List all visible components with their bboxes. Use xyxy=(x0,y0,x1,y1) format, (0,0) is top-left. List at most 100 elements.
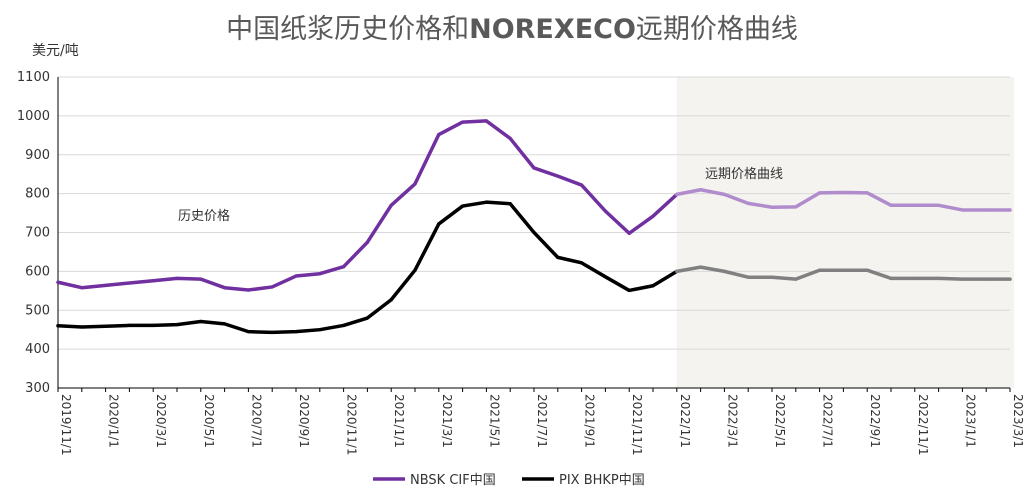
data-point-pix xyxy=(984,277,988,281)
data-point-nbsk xyxy=(865,191,869,195)
x-tick-label: 2020/3/1 xyxy=(154,394,168,448)
data-point-nbsk xyxy=(413,182,417,186)
y-tick-label: 300 xyxy=(25,381,50,396)
data-point-pix xyxy=(389,298,393,302)
x-tick-label: 2022/3/1 xyxy=(725,394,739,448)
data-point-pix xyxy=(80,325,84,329)
data-point-pix xyxy=(461,204,465,208)
data-point-pix xyxy=(746,275,750,279)
gridlines xyxy=(57,76,1010,389)
y-tick-label: 1100 xyxy=(17,70,50,85)
data-point-nbsk xyxy=(104,283,108,287)
data-point-nbsk xyxy=(318,272,322,276)
data-point-nbsk xyxy=(389,203,393,207)
data-point-pix xyxy=(794,277,798,281)
y-axis-ticks: 300 400 500 600 700 800 900 1000 1100 xyxy=(17,70,50,396)
x-tick-label: 2020/7/1 xyxy=(249,394,263,448)
data-point-pix xyxy=(175,323,179,327)
x-tick-label: 2021/3/1 xyxy=(440,394,454,448)
data-point-nbsk xyxy=(556,174,560,178)
data-point-pix xyxy=(960,277,965,281)
data-point-pix xyxy=(532,230,536,235)
legend: NBSK CIF中国 PIX BHKP中国 xyxy=(373,473,645,488)
data-point-pix xyxy=(627,288,631,293)
legend-label-pix: PIX BHKP中国 xyxy=(559,473,645,488)
data-point-nbsk xyxy=(175,276,179,280)
data-point-pix xyxy=(246,330,250,334)
forward-annotation: 远期价格曲线 xyxy=(705,166,783,182)
series-lines xyxy=(56,119,1012,335)
data-point-pix xyxy=(294,330,298,334)
data-point-nbsk xyxy=(889,203,893,207)
data-point-pix xyxy=(580,261,584,265)
data-point-nbsk xyxy=(627,231,631,235)
chart-title: 中国纸浆历史价格和NOREXECO远期价格曲线 xyxy=(226,14,798,45)
data-point-nbsk xyxy=(80,286,84,290)
data-point-nbsk xyxy=(342,265,346,269)
x-tick-label: 2023/3/1 xyxy=(1011,394,1024,448)
data-point-nbsk xyxy=(794,205,798,209)
data-point-nbsk xyxy=(1008,208,1012,212)
data-point-pix xyxy=(913,276,917,280)
x-tick-label: 2022/9/1 xyxy=(868,394,882,448)
y-tick-label: 1000 xyxy=(17,109,50,124)
x-tick-label: 2019/11/1 xyxy=(59,394,73,456)
data-point-pix xyxy=(937,276,941,280)
data-point-pix xyxy=(865,268,869,272)
data-point-nbsk xyxy=(699,188,703,192)
data-point-pix xyxy=(556,255,560,259)
data-point-nbsk xyxy=(532,166,536,170)
data-point-nbsk xyxy=(984,208,988,212)
data-point-nbsk xyxy=(675,192,679,197)
data-point-pix xyxy=(770,275,774,279)
data-point-pix xyxy=(223,322,227,326)
data-point-pix xyxy=(151,323,155,328)
data-point-nbsk xyxy=(937,203,941,207)
x-tick-label: 2022/7/1 xyxy=(821,394,835,448)
data-point-nbsk xyxy=(270,285,274,289)
data-point-nbsk xyxy=(960,208,965,212)
y-tick-label: 900 xyxy=(25,148,50,163)
data-point-pix xyxy=(1008,277,1012,281)
data-point-pix xyxy=(318,328,322,332)
y-tick-label: 500 xyxy=(25,303,50,318)
x-tick-label: 2022/11/1 xyxy=(916,394,930,456)
data-point-pix xyxy=(508,202,512,206)
y-tick-label: 700 xyxy=(25,226,50,241)
x-tick-label: 2022/5/1 xyxy=(773,394,787,448)
data-point-pix xyxy=(199,319,203,324)
data-point-nbsk xyxy=(746,201,750,205)
x-axis: 2019/11/1 2020/1/1 2020/3/1 2020/5/1 2020/7/… xyxy=(57,388,1024,456)
data-point-pix xyxy=(104,324,108,328)
data-point-nbsk xyxy=(651,214,655,218)
x-tick-label: 2021/11/1 xyxy=(630,394,644,456)
data-point-nbsk xyxy=(151,279,155,283)
y-tick-label: 400 xyxy=(25,342,50,357)
data-point-nbsk xyxy=(199,277,203,281)
data-point-pix xyxy=(342,323,346,328)
data-point-pix xyxy=(365,316,369,320)
x-tick-label: 2020/5/1 xyxy=(202,394,216,448)
data-point-pix xyxy=(651,284,655,288)
data-point-nbsk xyxy=(722,192,727,197)
data-point-pix xyxy=(413,268,417,272)
data-point-nbsk xyxy=(365,240,369,244)
data-point-nbsk xyxy=(484,119,488,123)
x-tick-label: 2021/7/1 xyxy=(535,394,549,448)
data-point-pix xyxy=(56,324,60,328)
data-point-nbsk xyxy=(770,205,774,209)
data-point-pix xyxy=(841,268,846,272)
data-point-pix xyxy=(437,222,441,226)
x-tick-label: 2020/1/1 xyxy=(107,394,121,448)
data-point-pix xyxy=(127,323,131,328)
x-tick-label: 2021/5/1 xyxy=(487,394,501,448)
data-point-pix xyxy=(270,330,274,335)
data-point-pix xyxy=(675,269,679,273)
data-point-nbsk xyxy=(913,203,917,207)
y-unit-label: 美元/吨 xyxy=(32,43,79,59)
y-tick-label: 600 xyxy=(25,264,50,279)
x-tick-label: 2020/11/1 xyxy=(345,394,359,456)
data-point-nbsk xyxy=(56,280,60,284)
data-point-nbsk xyxy=(818,191,822,195)
